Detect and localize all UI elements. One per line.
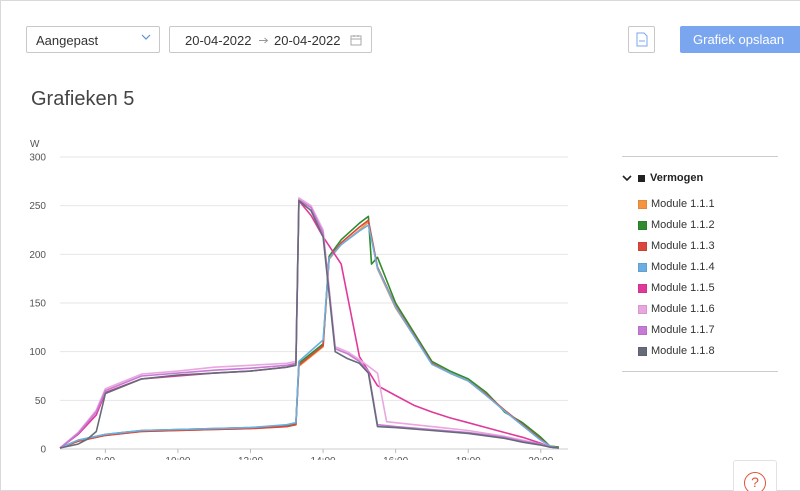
- y-tick-label: 250: [29, 201, 46, 212]
- legend-swatch: [638, 220, 647, 230]
- date-to[interactable]: 20-04-2022: [274, 33, 341, 48]
- range-select-value: Aangepast: [36, 33, 99, 48]
- legend-item[interactable]: Module 1.1.4: [638, 260, 715, 274]
- legend-item-label: Module 1.1.7: [651, 324, 715, 336]
- legend-divider-bottom: [622, 371, 778, 372]
- legend-swatch: [638, 325, 647, 335]
- legend-item-label: Module 1.1.6: [651, 303, 715, 315]
- range-select[interactable]: Aangepast: [26, 26, 160, 53]
- series-line-1: [59, 221, 560, 449]
- x-tick-label: 14:00: [311, 456, 336, 460]
- legend-swatch: [638, 346, 647, 356]
- power-line-chart: W 0 50 100 150 200 250 300 8:00 10:00 12:00 14:00…: [29, 139, 568, 460]
- legend-item[interactable]: Module 1.1.7: [638, 323, 715, 337]
- page-title: Grafieken 5: [31, 88, 135, 110]
- legend-item[interactable]: Module 1.1.1: [638, 197, 715, 211]
- legend-divider-top: [622, 156, 778, 157]
- series-line-2: [59, 215, 559, 449]
- legend-item-label: Module 1.1.4: [651, 261, 715, 273]
- y-axis-label: W: [30, 139, 40, 150]
- legend-swatch: [638, 304, 647, 314]
- series-line-6: [59, 197, 559, 449]
- chart-gridlines: [60, 156, 568, 450]
- legend-group-square-icon: [638, 174, 645, 182]
- help-button[interactable]: ?: [733, 460, 777, 491]
- x-tick-label: 12:00: [238, 456, 263, 460]
- y-tick-label: 300: [29, 153, 46, 164]
- series-lines: [59, 197, 560, 449]
- legend-swatch: [638, 283, 647, 293]
- save-chart-button[interactable]: Grafiek opslaan: [680, 26, 800, 53]
- x-tick-label: 8:00: [96, 456, 116, 460]
- series-line-4: [59, 224, 560, 449]
- legend-group-label: Vermogen: [650, 172, 704, 184]
- y-tick-label: 150: [29, 299, 46, 310]
- legend-item-label: Module 1.1.8: [651, 345, 715, 357]
- x-tick-label: 10:00: [165, 456, 190, 460]
- legend-item-label: Module 1.1.5: [651, 282, 715, 294]
- x-tick-label: 18:00: [456, 456, 481, 460]
- calendar-icon: [350, 35, 362, 46]
- chevron-down-icon: [141, 34, 151, 40]
- y-tick-label: 100: [29, 347, 46, 358]
- series-line-5: [59, 200, 559, 449]
- y-axis-ticks: 0 50 100 150 200 250 300: [29, 153, 46, 456]
- legend-item[interactable]: Module 1.1.8: [638, 344, 715, 358]
- chevron-down-icon: [622, 175, 632, 182]
- date-from[interactable]: 20-04-2022: [185, 33, 252, 48]
- series-line-8: [59, 200, 559, 449]
- legend-item[interactable]: Module 1.1.6: [638, 302, 715, 316]
- x-axis-ticks: 8:00 10:00 12:00 14:00 16:00 18:00 20:00: [96, 449, 554, 460]
- arrow-right-icon: [259, 37, 269, 44]
- series-line-7: [59, 199, 559, 449]
- legend-item-label: Module 1.1.2: [651, 219, 715, 231]
- x-tick-label: 16:00: [383, 456, 408, 460]
- legend-item-label: Module 1.1.1: [651, 198, 715, 210]
- y-tick-label: 200: [29, 250, 46, 261]
- y-tick-label: 0: [40, 445, 46, 456]
- legend-swatch: [638, 241, 647, 251]
- legend-swatch: [638, 199, 647, 209]
- csv-file-icon: [636, 32, 648, 47]
- y-tick-label: 50: [35, 396, 47, 407]
- date-range-picker[interactable]: 20-04-2022 20-04-2022: [169, 26, 372, 53]
- legend-swatch: [638, 262, 647, 272]
- legend-item[interactable]: Module 1.1.5: [638, 281, 715, 295]
- x-tick-label: 20:00: [528, 456, 553, 460]
- legend-item[interactable]: Module 1.1.3: [638, 239, 715, 253]
- legend-group-vermogen[interactable]: Vermogen: [622, 172, 703, 184]
- export-csv-button[interactable]: [628, 26, 655, 53]
- legend-item-label: Module 1.1.3: [651, 240, 715, 252]
- legend-item[interactable]: Module 1.1.2: [638, 218, 715, 232]
- question-icon: ?: [744, 472, 766, 491]
